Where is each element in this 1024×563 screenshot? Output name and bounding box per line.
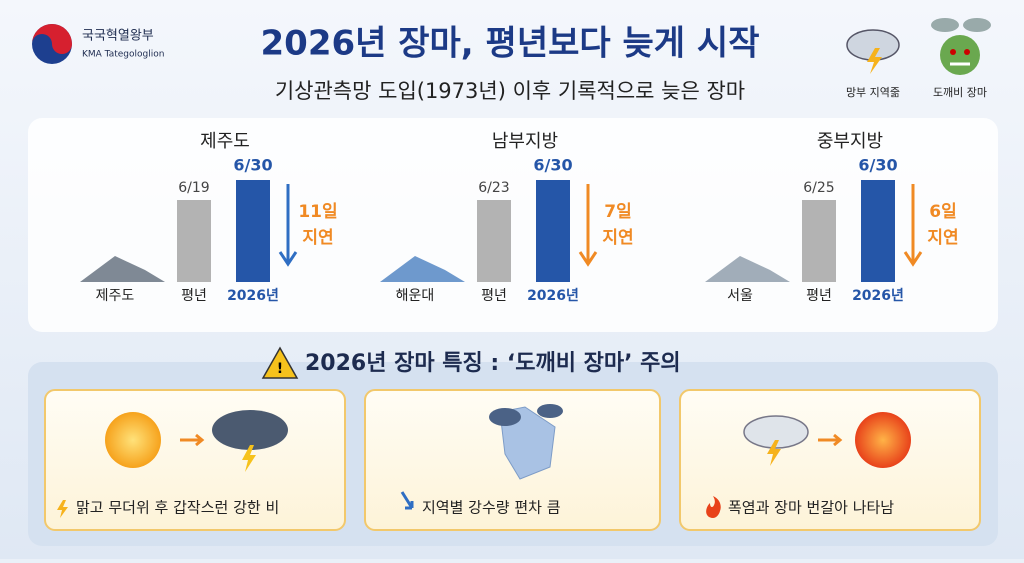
delay-word: 지연 bbox=[927, 228, 958, 248]
normal-date: 6/19 bbox=[178, 180, 209, 196]
card-text: 지역별 강수량 편차 큼 bbox=[422, 499, 561, 517]
year-date: 6/30 bbox=[858, 156, 897, 175]
delay-days: 6일 bbox=[929, 202, 956, 222]
delay-word: 지연 bbox=[602, 228, 633, 248]
card: 폭염과 장마 번갈아 나타남 bbox=[679, 389, 981, 531]
svg-text:!: ! bbox=[277, 361, 283, 377]
year-bar bbox=[861, 180, 895, 282]
year-label: 2026년 bbox=[527, 288, 579, 304]
landmark-name: 제주도 bbox=[96, 288, 135, 304]
card: 맑고 무더위 후 갑작스런 강한 비 bbox=[44, 389, 346, 531]
delay-arrow bbox=[278, 184, 298, 267]
agency-en: KMA Tategologlion bbox=[82, 50, 164, 60]
delay-arrow bbox=[903, 184, 923, 267]
card-text: 맑고 무더위 후 갑작스런 강한 비 bbox=[76, 499, 279, 517]
delay-arrow bbox=[578, 184, 598, 267]
landmark-name: 서울 bbox=[727, 288, 753, 304]
normal-bar bbox=[177, 200, 211, 282]
year-label: 2026년 bbox=[852, 288, 904, 304]
landmark bbox=[380, 256, 465, 282]
warning-icon: ! bbox=[261, 346, 299, 379]
region-name: 제주도 bbox=[200, 131, 250, 152]
card: 지역별 강수량 편차 큼 bbox=[364, 389, 661, 531]
delay-days: 11일 bbox=[298, 202, 337, 222]
normal-date: 6/23 bbox=[478, 180, 509, 196]
year-date: 6/30 bbox=[233, 156, 272, 175]
normal-bar bbox=[802, 200, 836, 282]
goblin-icon bbox=[931, 18, 991, 75]
landmark-name: 해운대 bbox=[396, 288, 435, 304]
region-name: 남부지방 bbox=[492, 131, 558, 152]
title: 2026년 장마, 평년보다 늦게 시작 bbox=[261, 24, 760, 64]
landmark bbox=[705, 256, 790, 282]
normal-label: 평년 bbox=[481, 288, 507, 304]
region-name: 중부지방 bbox=[817, 131, 883, 152]
storm-icon bbox=[846, 29, 900, 74]
delay-word: 지연 bbox=[302, 228, 333, 248]
year-bar bbox=[536, 180, 570, 282]
card-text: 폭염과 장마 번갈아 나타남 bbox=[728, 499, 894, 517]
features-title: 2026년 장마 특징 : ‘도깨비 장마’ 주의 bbox=[305, 351, 681, 376]
year-date: 6/30 bbox=[533, 156, 572, 175]
icon-label: 망부 지역줆 bbox=[846, 86, 900, 99]
icon-label: 도깨비 장마 bbox=[933, 86, 987, 99]
landmark bbox=[80, 256, 165, 282]
subtitle: 기상관측망 도입(1973년) 이후 기록적으로 늦은 장마 bbox=[275, 79, 745, 103]
normal-bar bbox=[477, 200, 511, 282]
normal-label: 평년 bbox=[806, 288, 832, 304]
logo bbox=[32, 24, 72, 64]
year-label: 2026년 bbox=[227, 288, 279, 304]
normal-label: 평년 bbox=[181, 288, 207, 304]
agency-ko: 국국혁열왕부 bbox=[82, 29, 154, 44]
year-bar bbox=[236, 180, 270, 282]
delay-days: 7일 bbox=[604, 202, 631, 222]
normal-date: 6/25 bbox=[803, 180, 834, 196]
